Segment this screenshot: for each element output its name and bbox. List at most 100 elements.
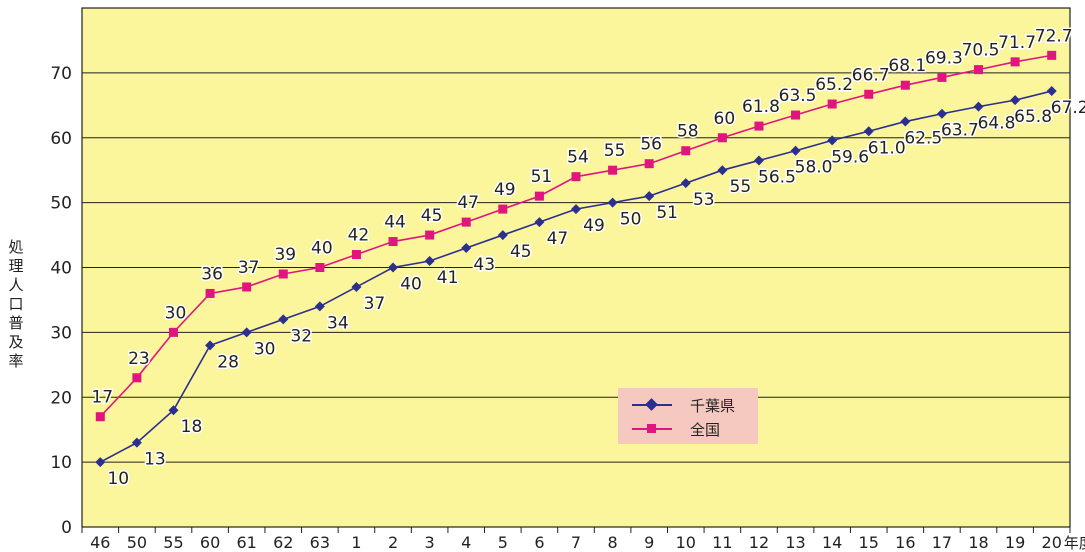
data-point-chiba xyxy=(1046,86,1057,97)
data-label-chiba: 67.2 xyxy=(1051,98,1085,118)
y-axis-label: 処理人口普及率 xyxy=(4,238,28,371)
data-label-chiba: 58.0 xyxy=(795,158,833,178)
data-label-national: 63.5 xyxy=(779,86,817,106)
data-point-chiba xyxy=(753,155,764,166)
data-point-chiba xyxy=(205,340,216,351)
x-tick-label: 50 xyxy=(127,533,147,552)
data-point-national xyxy=(534,191,544,201)
data-point-chiba xyxy=(95,457,106,468)
data-label-national: 55 xyxy=(604,141,626,161)
data-label-national: 70.5 xyxy=(962,41,1000,61)
data-point-chiba xyxy=(863,126,874,137)
data-label-chiba: 43 xyxy=(473,255,495,275)
data-label-chiba: 40 xyxy=(400,275,422,295)
legend-marker-square xyxy=(647,424,656,433)
data-point-national xyxy=(827,99,837,109)
y-tick-label: 10 xyxy=(50,453,72,473)
data-label-national: 68.1 xyxy=(888,56,926,76)
data-label-chiba: 59.6 xyxy=(831,147,869,167)
y-tick-label: 0 xyxy=(61,518,72,538)
data-label-chiba: 53 xyxy=(693,190,715,210)
legend-label-chiba: 千葉県 xyxy=(690,397,736,415)
y-tick-label: 50 xyxy=(50,194,72,214)
data-point-national xyxy=(205,288,215,298)
legend-marker-diamond xyxy=(645,398,658,411)
data-label-chiba: 55 xyxy=(730,177,752,197)
x-tick-label: 46 xyxy=(90,533,110,552)
x-tick-label: 18 xyxy=(968,533,988,552)
y-tick-label: 20 xyxy=(50,388,72,408)
data-label-national: 72.7 xyxy=(1035,26,1073,46)
data-label-national: 40 xyxy=(311,239,333,259)
data-point-national xyxy=(754,121,764,131)
data-label-chiba: 30 xyxy=(254,339,276,359)
data-label-national: 60 xyxy=(714,109,736,129)
data-label-national: 61.8 xyxy=(742,97,780,117)
data-point-chiba xyxy=(1010,95,1021,106)
data-point-national xyxy=(242,282,252,292)
legend-item-chiba: 千葉県 xyxy=(618,393,758,417)
x-tick-label: 9 xyxy=(644,533,654,552)
data-label-national: 58 xyxy=(677,122,699,142)
y-axis-label-char: 処 xyxy=(8,238,24,256)
x-tick-label: 61 xyxy=(236,533,256,552)
x-unit-label: 年度 xyxy=(1064,534,1085,552)
data-point-national xyxy=(974,65,984,75)
data-label-chiba: 62.5 xyxy=(904,129,942,149)
data-label-national: 69.3 xyxy=(925,48,963,68)
data-point-national xyxy=(717,133,727,143)
y-tick-label: 30 xyxy=(50,323,72,343)
data-point-national xyxy=(571,172,581,182)
data-point-chiba xyxy=(936,108,947,119)
x-tick-label: 16 xyxy=(895,533,915,552)
data-label-national: 39 xyxy=(274,245,296,265)
data-label-national: 36 xyxy=(201,264,223,284)
legend-label-national: 全国 xyxy=(690,421,721,439)
data-point-national xyxy=(791,110,801,120)
data-point-chiba xyxy=(131,437,142,448)
data-label-chiba: 28 xyxy=(217,352,239,372)
x-tick-label: 3 xyxy=(425,533,435,552)
data-point-chiba xyxy=(607,197,618,208)
data-point-national xyxy=(278,269,288,279)
data-label-national: 23 xyxy=(128,349,150,369)
data-label-chiba: 10 xyxy=(107,469,129,489)
x-tick-label: 63 xyxy=(310,533,330,552)
data-point-chiba xyxy=(241,327,252,338)
data-point-chiba xyxy=(680,178,691,189)
data-point-chiba xyxy=(827,135,838,146)
data-label-chiba: 41 xyxy=(437,268,459,288)
data-label-chiba: 37 xyxy=(364,294,386,314)
data-label-national: 42 xyxy=(348,226,370,246)
x-tick-label: 19 xyxy=(1005,533,1025,552)
data-point-chiba xyxy=(534,217,545,228)
x-tick-label: 13 xyxy=(785,533,805,552)
data-point-national xyxy=(132,373,142,383)
data-label-chiba: 49 xyxy=(583,216,605,236)
data-label-national: 66.7 xyxy=(852,65,890,85)
data-label-chiba: 64.8 xyxy=(978,114,1016,134)
y-axis-label-char: 口 xyxy=(8,295,24,313)
x-tick-label: 12 xyxy=(749,533,769,552)
y-axis-label-char: 率 xyxy=(8,352,24,370)
data-label-national: 44 xyxy=(384,213,406,233)
data-label-national: 17 xyxy=(91,388,113,408)
x-tick-label: 4 xyxy=(461,533,471,552)
x-tick-label: 5 xyxy=(498,533,508,552)
data-point-chiba xyxy=(717,165,728,176)
data-point-national xyxy=(168,327,178,337)
y-tick-label: 40 xyxy=(50,259,72,279)
data-point-national xyxy=(461,217,471,227)
data-point-chiba xyxy=(644,191,655,202)
data-point-chiba xyxy=(314,301,325,312)
data-point-national xyxy=(864,89,874,99)
x-tick-label: 7 xyxy=(571,533,581,552)
x-tick-label: 6 xyxy=(534,533,544,552)
data-label-national: 54 xyxy=(567,148,589,168)
data-label-chiba: 47 xyxy=(547,229,569,249)
x-tick-label: 2 xyxy=(388,533,398,552)
data-point-national xyxy=(937,72,947,82)
data-point-national xyxy=(388,237,398,247)
x-tick-label: 17 xyxy=(932,533,952,552)
data-point-chiba xyxy=(497,230,508,241)
